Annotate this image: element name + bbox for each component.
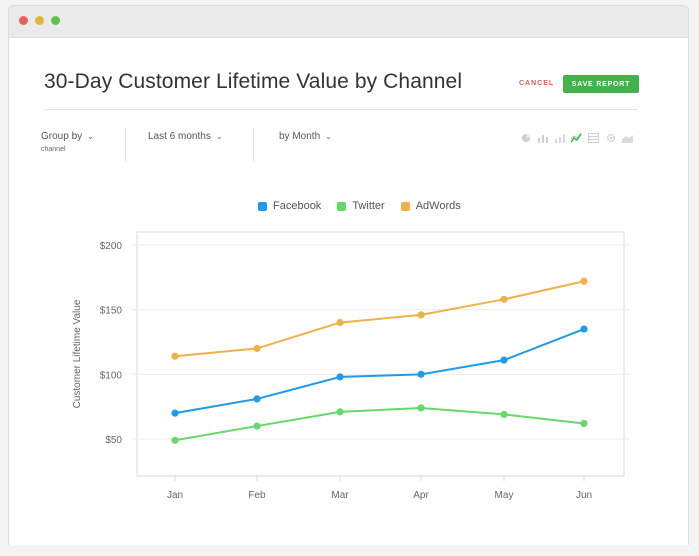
close-window-button[interactable] (19, 16, 28, 25)
data-point-adwords (171, 352, 179, 360)
x-tick-label: May (495, 490, 514, 501)
y-tick-label: $200 (100, 241, 123, 252)
chevron-down-icon: ⌄ (325, 132, 332, 141)
legend-item-adwords[interactable]: AdWords (400, 200, 461, 212)
window-titlebar (9, 6, 688, 38)
pie-chart-icon[interactable] (520, 132, 531, 143)
line-chart-icon[interactable] (571, 132, 582, 143)
data-point-facebook (417, 370, 425, 378)
table-icon[interactable] (588, 132, 599, 143)
gear-icon[interactable] (605, 132, 616, 143)
bar-chart-icon[interactable] (537, 132, 548, 143)
save-report-button[interactable]: SAVE REPORT (563, 75, 639, 93)
chevron-down-icon: ⌄ (215, 132, 223, 141)
series-line-facebook (174, 328, 585, 415)
legend-item-twitter[interactable]: Twitter (337, 200, 385, 212)
data-point-twitter (580, 419, 588, 428)
legend-swatch (337, 201, 347, 211)
series-line-adwords (174, 280, 585, 358)
data-point-adwords (336, 319, 344, 327)
data-point-facebook (580, 325, 588, 333)
chevron-down-icon: ⌄ (87, 132, 94, 141)
stacked-bar-icon[interactable] (554, 132, 565, 143)
interval-label: by Month (279, 131, 321, 142)
legend-swatch (400, 201, 410, 211)
data-point-adwords (417, 311, 425, 319)
data-point-facebook (253, 395, 261, 403)
date-range-dropdown[interactable]: Last 6 months ⌄ (148, 131, 223, 142)
interval-dropdown[interactable]: by Month ⌄ (279, 131, 332, 142)
y-tick-label: $100 (100, 370, 123, 381)
data-point-twitter (417, 404, 425, 412)
date-range-label: Last 6 months (148, 131, 211, 142)
data-point-adwords (253, 344, 261, 353)
y-axis-label: Customer Lifetime Value (72, 299, 83, 408)
legend-label: Facebook (273, 200, 322, 212)
data-point-twitter (500, 410, 508, 419)
legend-swatch (258, 201, 267, 211)
chart-legend: Facebook Twitter AdWords (258, 200, 461, 212)
data-point-twitter (336, 408, 344, 416)
window-bottom-edge (0, 545, 699, 556)
title-divider (44, 109, 638, 110)
plot-frame (136, 231, 625, 477)
data-point-adwords (580, 277, 588, 285)
data-point-facebook (171, 409, 179, 417)
control-divider (253, 128, 254, 161)
chart-type-toolbar (520, 132, 633, 143)
data-point-facebook (500, 356, 508, 364)
x-tick-label: Jun (576, 490, 592, 501)
group-by-dropdown[interactable]: Group by ⌄ (41, 131, 94, 142)
group-by-label: Group by (41, 131, 83, 142)
maximize-window-button[interactable] (51, 16, 60, 25)
app-window (8, 5, 689, 556)
data-point-twitter (171, 436, 179, 444)
x-tick-label: Apr (413, 490, 429, 501)
x-tick-label: Mar (331, 490, 349, 501)
page-title: 30-Day Customer Lifetime Value by Channe… (44, 70, 463, 93)
data-point-adwords (500, 295, 508, 303)
y-tick-label: $150 (100, 306, 123, 317)
legend-label: AdWords (415, 200, 461, 212)
x-tick-label: Feb (248, 490, 266, 501)
minimize-window-button[interactable] (35, 16, 44, 25)
cancel-button[interactable]: CANCEL (519, 80, 555, 87)
data-point-twitter (253, 422, 261, 430)
y-tick-label: $50 (105, 435, 122, 446)
data-point-facebook (336, 373, 344, 381)
area-chart-icon[interactable] (622, 132, 633, 143)
legend-label: Twitter (352, 200, 385, 212)
group-by-value: channel (41, 146, 66, 153)
series-line-twitter (174, 406, 585, 442)
control-divider (125, 128, 126, 161)
x-tick-label: Jan (167, 490, 183, 501)
legend-item-facebook[interactable]: Facebook (258, 200, 321, 212)
